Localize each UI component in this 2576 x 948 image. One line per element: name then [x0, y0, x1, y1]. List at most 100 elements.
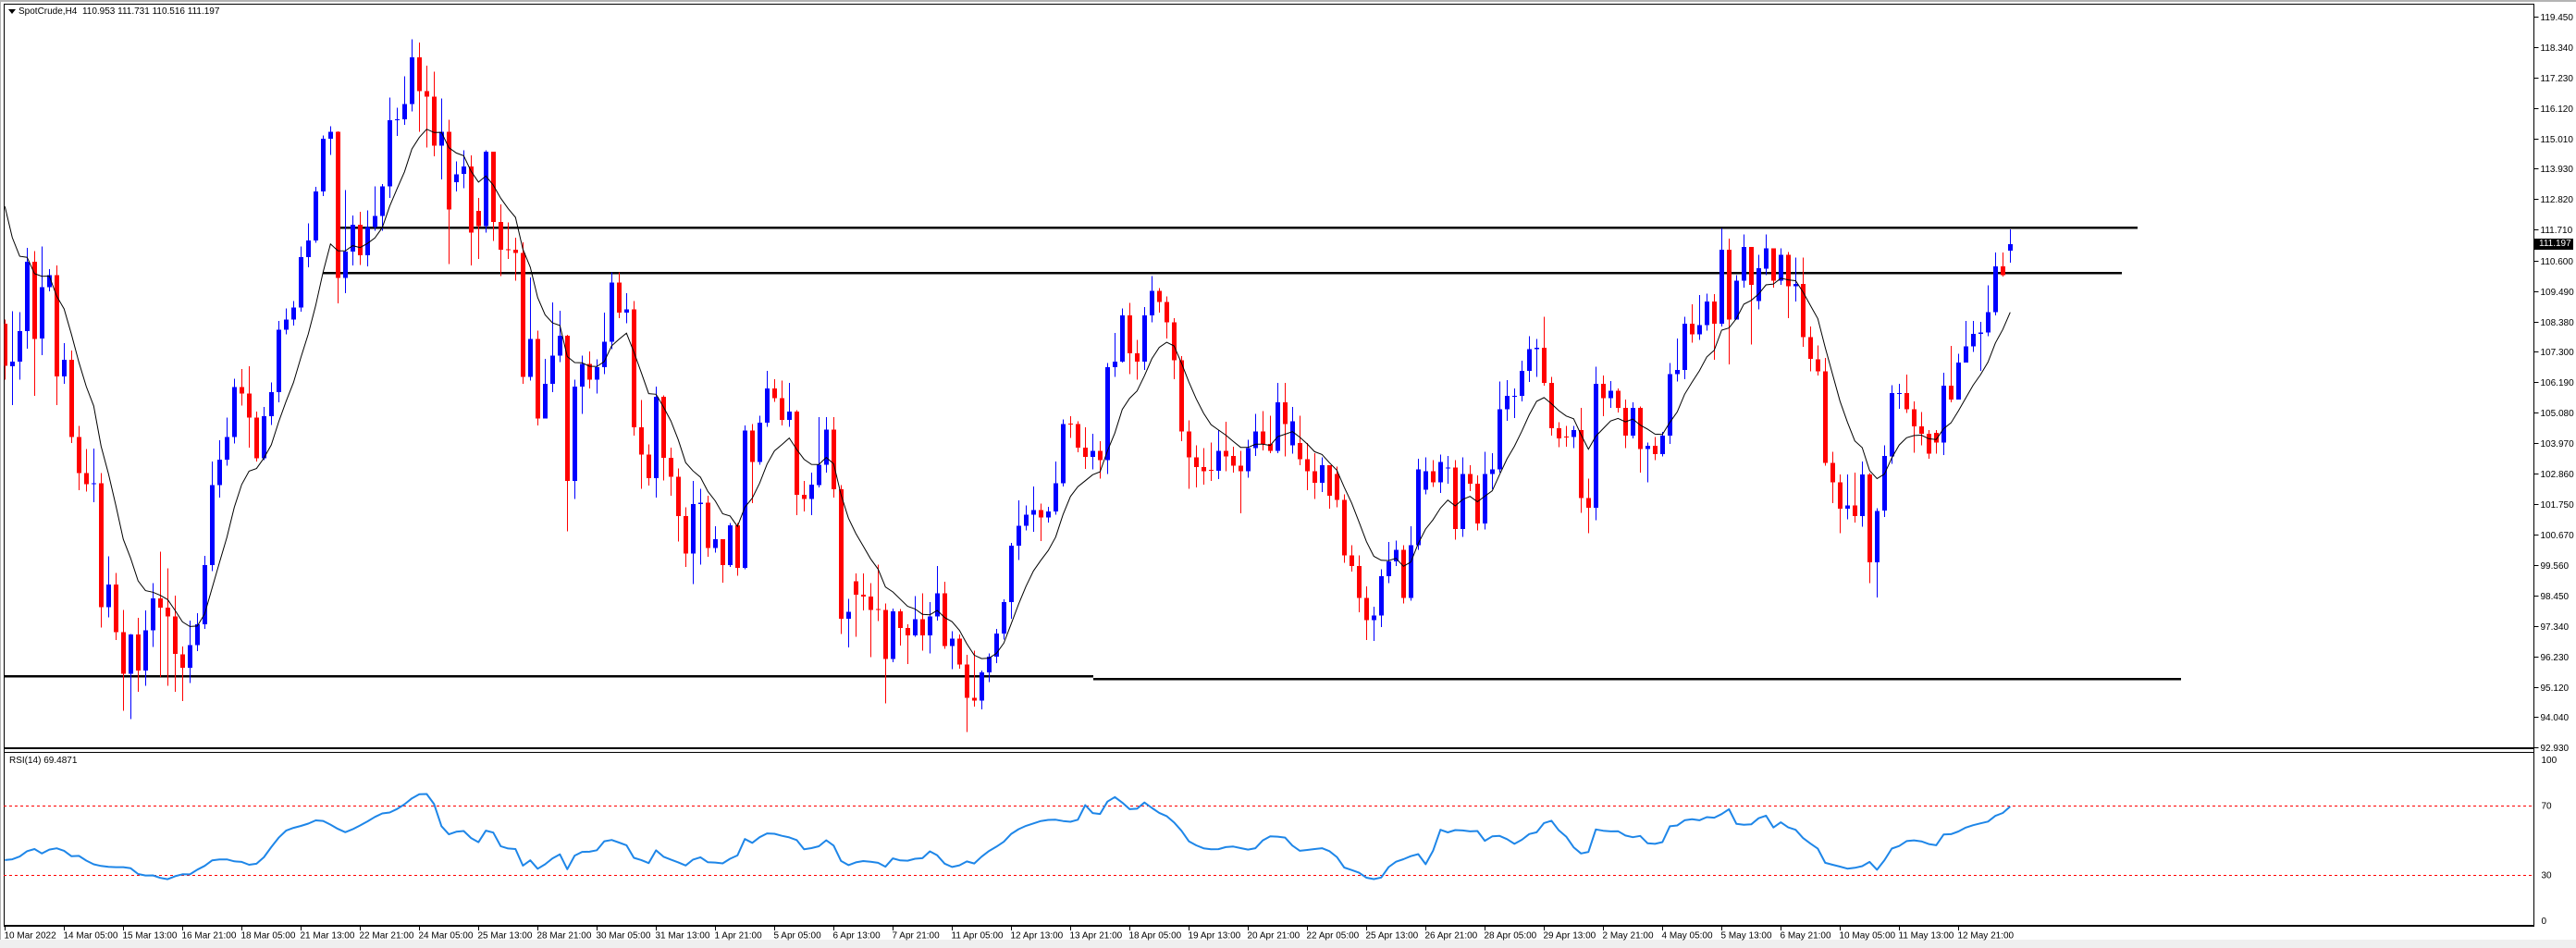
candle-body: [1992, 266, 1998, 313]
horizontal-line-object[interactable]: [340, 227, 2138, 229]
candle-body: [1615, 390, 1621, 409]
candle-body: [971, 697, 977, 701]
candle-body: [1963, 346, 1968, 363]
candle-body: [39, 287, 44, 339]
time-tick-label: 1 Apr 21:00: [715, 931, 763, 942]
candle-body: [890, 611, 895, 659]
candle-wick: [1987, 285, 1989, 337]
price-tick-label: 98.450: [2541, 592, 2570, 602]
candle-body: [1778, 254, 1783, 281]
candle-body: [527, 339, 533, 377]
candle-body: [224, 437, 229, 460]
candle-body: [1408, 545, 1413, 598]
candle-body: [875, 609, 881, 610]
candle-body: [749, 430, 755, 462]
time-tick-label: 12 May 21:00: [1958, 931, 2015, 942]
time-tick-label: 22 Mar 21:00: [360, 931, 414, 942]
horizontal-line-object[interactable]: [323, 272, 2122, 275]
candle-body: [379, 186, 385, 216]
candle-body: [779, 398, 784, 420]
time-tick-label: 5 Apr 05:00: [774, 931, 822, 942]
candle-body: [1334, 474, 1339, 500]
candle-body: [705, 502, 710, 548]
symbol-dropdown-icon[interactable]: [8, 9, 16, 14]
candle-wick: [403, 76, 405, 126]
candle-body: [1297, 443, 1302, 460]
candle-wick: [862, 572, 864, 610]
horizontal-line-object[interactable]: [1093, 678, 2181, 681]
candle-body: [1371, 615, 1376, 621]
candle-body: [1852, 505, 1857, 516]
horizontal-line-object[interactable]: [4, 675, 1093, 678]
candle-body: [816, 464, 821, 486]
candle-body: [1319, 465, 1325, 484]
candle-body: [831, 429, 836, 489]
candle-body: [1874, 511, 1880, 562]
candle-body: [956, 638, 962, 665]
candle-body: [1985, 312, 1991, 333]
candle-body: [401, 104, 407, 119]
rsi-line[interactable]: [5, 793, 2011, 880]
candle-body: [638, 426, 644, 455]
candle-wick: [1698, 294, 1700, 340]
candle-body: [2007, 243, 2013, 252]
candle-body: [1474, 484, 1480, 523]
candle-wick: [181, 646, 183, 701]
candle-body: [1445, 467, 1450, 469]
time-tick-label: 10 May 05:00: [1840, 931, 1896, 942]
time-tick-label: 25 Apr 13:00: [1366, 931, 1419, 942]
chart-title: SpotCrude,H4 110.953 111.731 110.516 111…: [18, 6, 219, 18]
candle-wick: [1069, 416, 1071, 438]
candle-body: [61, 360, 67, 377]
candle-body: [1164, 302, 1169, 323]
candle-body: [1504, 396, 1510, 410]
candle-body: [268, 391, 274, 416]
candle-body: [179, 654, 185, 668]
candle-body: [1497, 409, 1502, 470]
candle-wick: [1898, 384, 1900, 410]
price-tick-label: 97.340: [2541, 622, 2570, 633]
candle-body: [142, 630, 148, 671]
candle-body: [1608, 390, 1613, 399]
candle-wick: [477, 197, 479, 260]
candle-wick: [1210, 442, 1212, 481]
candle-body: [919, 619, 925, 635]
candle-body: [1215, 450, 1221, 471]
rsi-axis-label: 100: [2542, 756, 2558, 766]
candle-body: [1038, 510, 1043, 518]
time-tick-label: 12 Apr 13:00: [1011, 931, 1064, 942]
candle-body: [1090, 450, 1095, 458]
candle-body: [712, 539, 718, 548]
candle-body: [461, 166, 466, 175]
candle-body: [512, 250, 518, 253]
candle-body: [653, 396, 659, 478]
candle-body: [993, 634, 999, 657]
candle-body: [1593, 383, 1598, 508]
price-tick-label: 103.970: [2541, 439, 2575, 449]
time-tick-label: 19 Apr 13:00: [1189, 931, 1241, 942]
price-tick-label: 99.560: [2541, 561, 2570, 572]
candle-body: [764, 388, 770, 423]
price-axis: 119.450 118.340 117.230 116.120 115.010 113.9…: [2533, 13, 2575, 754]
candle-body: [216, 459, 222, 486]
time-tick-label: 11 May 13:00: [1899, 931, 1954, 942]
candle-body: [68, 360, 74, 437]
candle-body: [357, 224, 363, 255]
candle-body: [1252, 431, 1258, 449]
window-frame-bottom: [0, 940, 2576, 948]
time-tick-label: 10 Mar 2022: [5, 931, 57, 942]
rsi-axis-label: 30: [2542, 871, 2553, 881]
candle-body: [1652, 446, 1658, 454]
candle-body: [942, 593, 947, 646]
price-tick-label: 118.340: [2541, 43, 2574, 54]
candle-body: [83, 473, 89, 485]
price-tick-label: 116.120: [2541, 105, 2574, 115]
candle-body: [1578, 429, 1584, 499]
candle-body: [31, 261, 37, 339]
candle-body: [468, 166, 474, 233]
candle-body: [905, 627, 910, 635]
candle-wick: [906, 623, 908, 664]
candle-body: [1637, 408, 1643, 449]
candle-body: [838, 489, 844, 620]
